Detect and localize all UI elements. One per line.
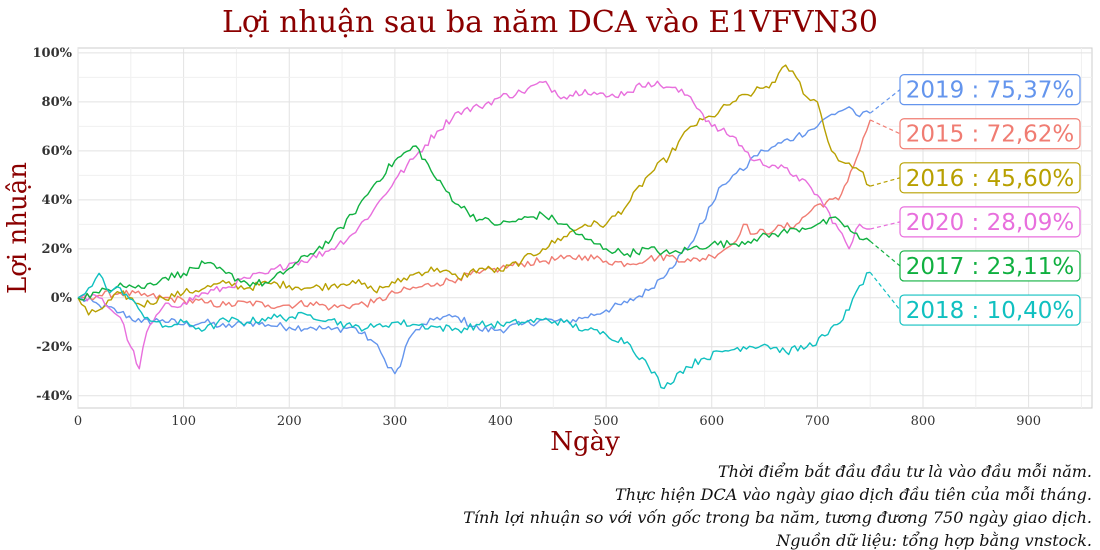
series-label-2017: 2017 : 23,11% [906, 254, 1075, 280]
y-tick-label: 20% [42, 242, 73, 257]
series-lines [77, 64, 871, 390]
y-tick-label: -40% [36, 389, 72, 404]
series-label-box-2017 [899, 250, 1081, 282]
series-label-2018: 2018 : 10,40% [906, 298, 1075, 324]
series-line-2015 [77, 119, 871, 311]
note-dca-method: Thực hiện DCA vào ngày giao dịch đầu tiê… [615, 485, 1092, 504]
footnotes: Thời điểm bắt đầu đầu tư là vào đầu mỗi … [463, 462, 1092, 550]
series-leader-2019 [869, 89, 901, 114]
series-line-2020 [77, 80, 871, 370]
x-tick-label: 300 [382, 414, 407, 429]
x-tick-label: 200 [277, 414, 302, 429]
series-label-box-2019 [899, 74, 1081, 106]
series-label-2016: 2016 : 45,60% [906, 166, 1075, 192]
x-axis-title: Ngày [550, 427, 620, 457]
y-tick-label: 60% [42, 144, 73, 159]
note-data-source: Nguồn dữ liệu: tổng hợp bằng vnstock. [775, 531, 1092, 550]
x-tick-label: 500 [594, 414, 619, 429]
chart-title: Lợi nhuận sau ba năm DCA vào E1VFVN30 [222, 5, 878, 40]
series-labels: 2019 : 75,37% 2015 : 72,62% 2016 : 45,60% 2… [869, 74, 1081, 326]
series-label-2020: 2020 : 28,09% [906, 210, 1075, 236]
series-label-2015: 2015 : 72,62% [906, 122, 1075, 148]
x-tick-label: 400 [488, 414, 513, 429]
series-leader-2015 [869, 119, 901, 135]
y-tick-label: 40% [42, 193, 73, 208]
y-tick-label: 80% [42, 95, 73, 110]
x-tick-label: 800 [911, 414, 936, 429]
x-axis-ticks: 0 100 200 300 400 500 600 700 800 900 [74, 414, 1041, 429]
y-tick-label: 0% [51, 291, 73, 306]
y-tick-label: -20% [36, 340, 72, 355]
series-leader-2018 [869, 271, 901, 311]
y-tick-label: 100% [33, 46, 73, 61]
y-axis-ticks: -40% -20% 0% 20% 40% 60% 80% 100% [33, 46, 73, 404]
series-line-2018 [77, 271, 871, 390]
y-axis-title: Lợi nhuận [3, 162, 33, 294]
note-start-time: Thời điểm bắt đầu đầu tư là vào đầu mỗi … [718, 462, 1092, 481]
series-label-box-2016 [899, 162, 1081, 194]
series-line-2016 [77, 64, 871, 316]
series-label-box-2015 [899, 118, 1081, 150]
x-tick-label: 900 [1016, 414, 1041, 429]
series-line-2017 [77, 145, 871, 301]
x-tick-label: 100 [171, 414, 196, 429]
series-label-box-2020 [899, 206, 1081, 238]
series-leader-2016 [870, 177, 901, 187]
x-tick-label: 700 [805, 414, 830, 429]
series-leader-2020 [870, 221, 901, 230]
series-label-box-2018 [899, 294, 1081, 326]
series-label-2019: 2019 : 75,37% [906, 78, 1075, 104]
note-profit-basis: Tính lợi nhuận so với vốn gốc trong ba n… [463, 508, 1092, 527]
x-tick-label: 0 [74, 414, 82, 429]
x-tick-label: 600 [699, 414, 724, 429]
